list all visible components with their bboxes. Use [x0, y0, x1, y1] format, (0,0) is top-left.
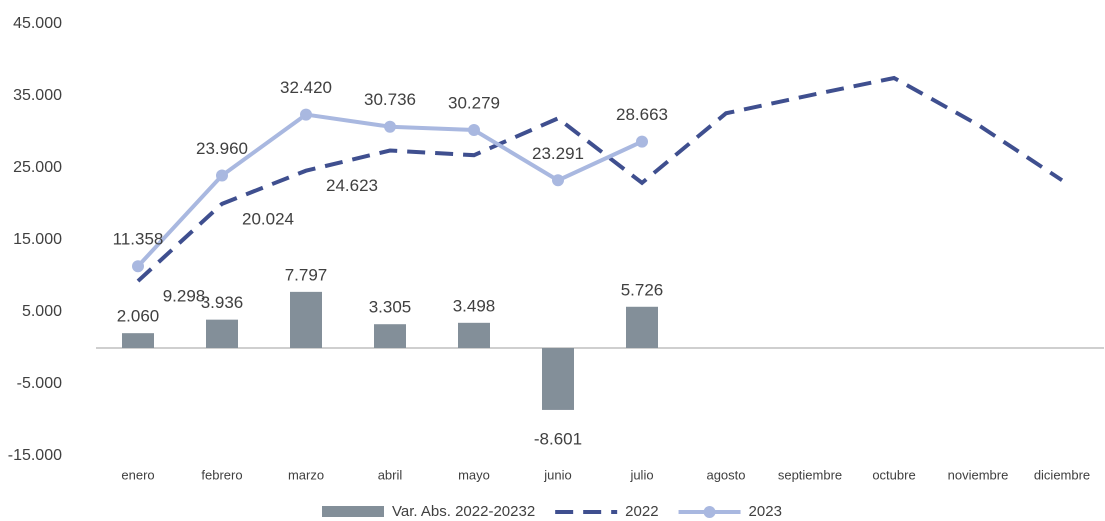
x-tick-label: octubre	[872, 467, 915, 482]
data-label: 30.736	[364, 90, 416, 109]
data-label: 3.936	[201, 293, 244, 312]
x-tick-label: noviembre	[948, 467, 1009, 482]
bar	[542, 348, 574, 410]
bar	[206, 319, 238, 348]
x-tick-label: julio	[629, 467, 653, 482]
x-tick-label: mayo	[458, 467, 490, 482]
data-label: 7.797	[285, 265, 328, 284]
x-tick-label: diciembre	[1034, 467, 1090, 482]
x-tick-label: abril	[378, 467, 403, 482]
legend-swatch	[322, 506, 384, 517]
data-label: 28.663	[616, 105, 668, 124]
marker	[132, 260, 144, 273]
data-label: 3.498	[453, 296, 496, 315]
y-tick-label: 25.000	[13, 159, 62, 176]
data-label: 9.298	[163, 287, 206, 306]
bar	[122, 333, 154, 348]
x-tick-label: febrero	[201, 467, 242, 482]
marker	[468, 123, 480, 136]
marker	[300, 108, 312, 121]
x-tick-label: septiembre	[778, 467, 842, 482]
x-tick-label: junio	[543, 467, 571, 482]
x-tick-label: agosto	[706, 467, 745, 482]
y-tick-label: 15.000	[13, 231, 62, 248]
legend-label: 2022	[625, 503, 658, 520]
data-label: 3.305	[369, 298, 412, 317]
data-label: 2.060	[117, 307, 160, 326]
bar	[458, 322, 490, 348]
line	[136, 112, 643, 268]
y-tick-label: -15.000	[8, 447, 62, 464]
data-label: 23.960	[196, 139, 248, 158]
data-label: 32.420	[280, 78, 332, 97]
data-label: 5.726	[621, 280, 664, 299]
y-tick-label: 5.000	[22, 303, 62, 320]
data-label: 11.358	[113, 230, 164, 249]
legend-label: 2023	[749, 503, 782, 520]
data-label: -8.601	[534, 429, 582, 448]
data-label: 30.279	[448, 93, 500, 112]
legend-marker	[703, 506, 716, 518]
bar	[290, 291, 322, 348]
y-tick-label: 45.000	[13, 15, 62, 32]
data-label: 20.024	[242, 209, 294, 228]
data-label: 24.623	[326, 176, 378, 195]
marker	[384, 120, 396, 133]
bar	[374, 324, 406, 348]
x-tick-label: marzo	[288, 467, 324, 482]
y-tick-label: 35.000	[13, 87, 62, 104]
y-tick-label: -5.000	[17, 375, 62, 392]
marker	[636, 135, 648, 148]
marker	[216, 169, 228, 182]
legend-label: Var. Abs. 2022-20232	[392, 503, 535, 520]
marker	[552, 174, 564, 187]
bar	[626, 306, 658, 348]
x-tick-label: enero	[121, 467, 154, 482]
line	[136, 75, 1064, 283]
data-label: 23.291	[532, 144, 584, 163]
